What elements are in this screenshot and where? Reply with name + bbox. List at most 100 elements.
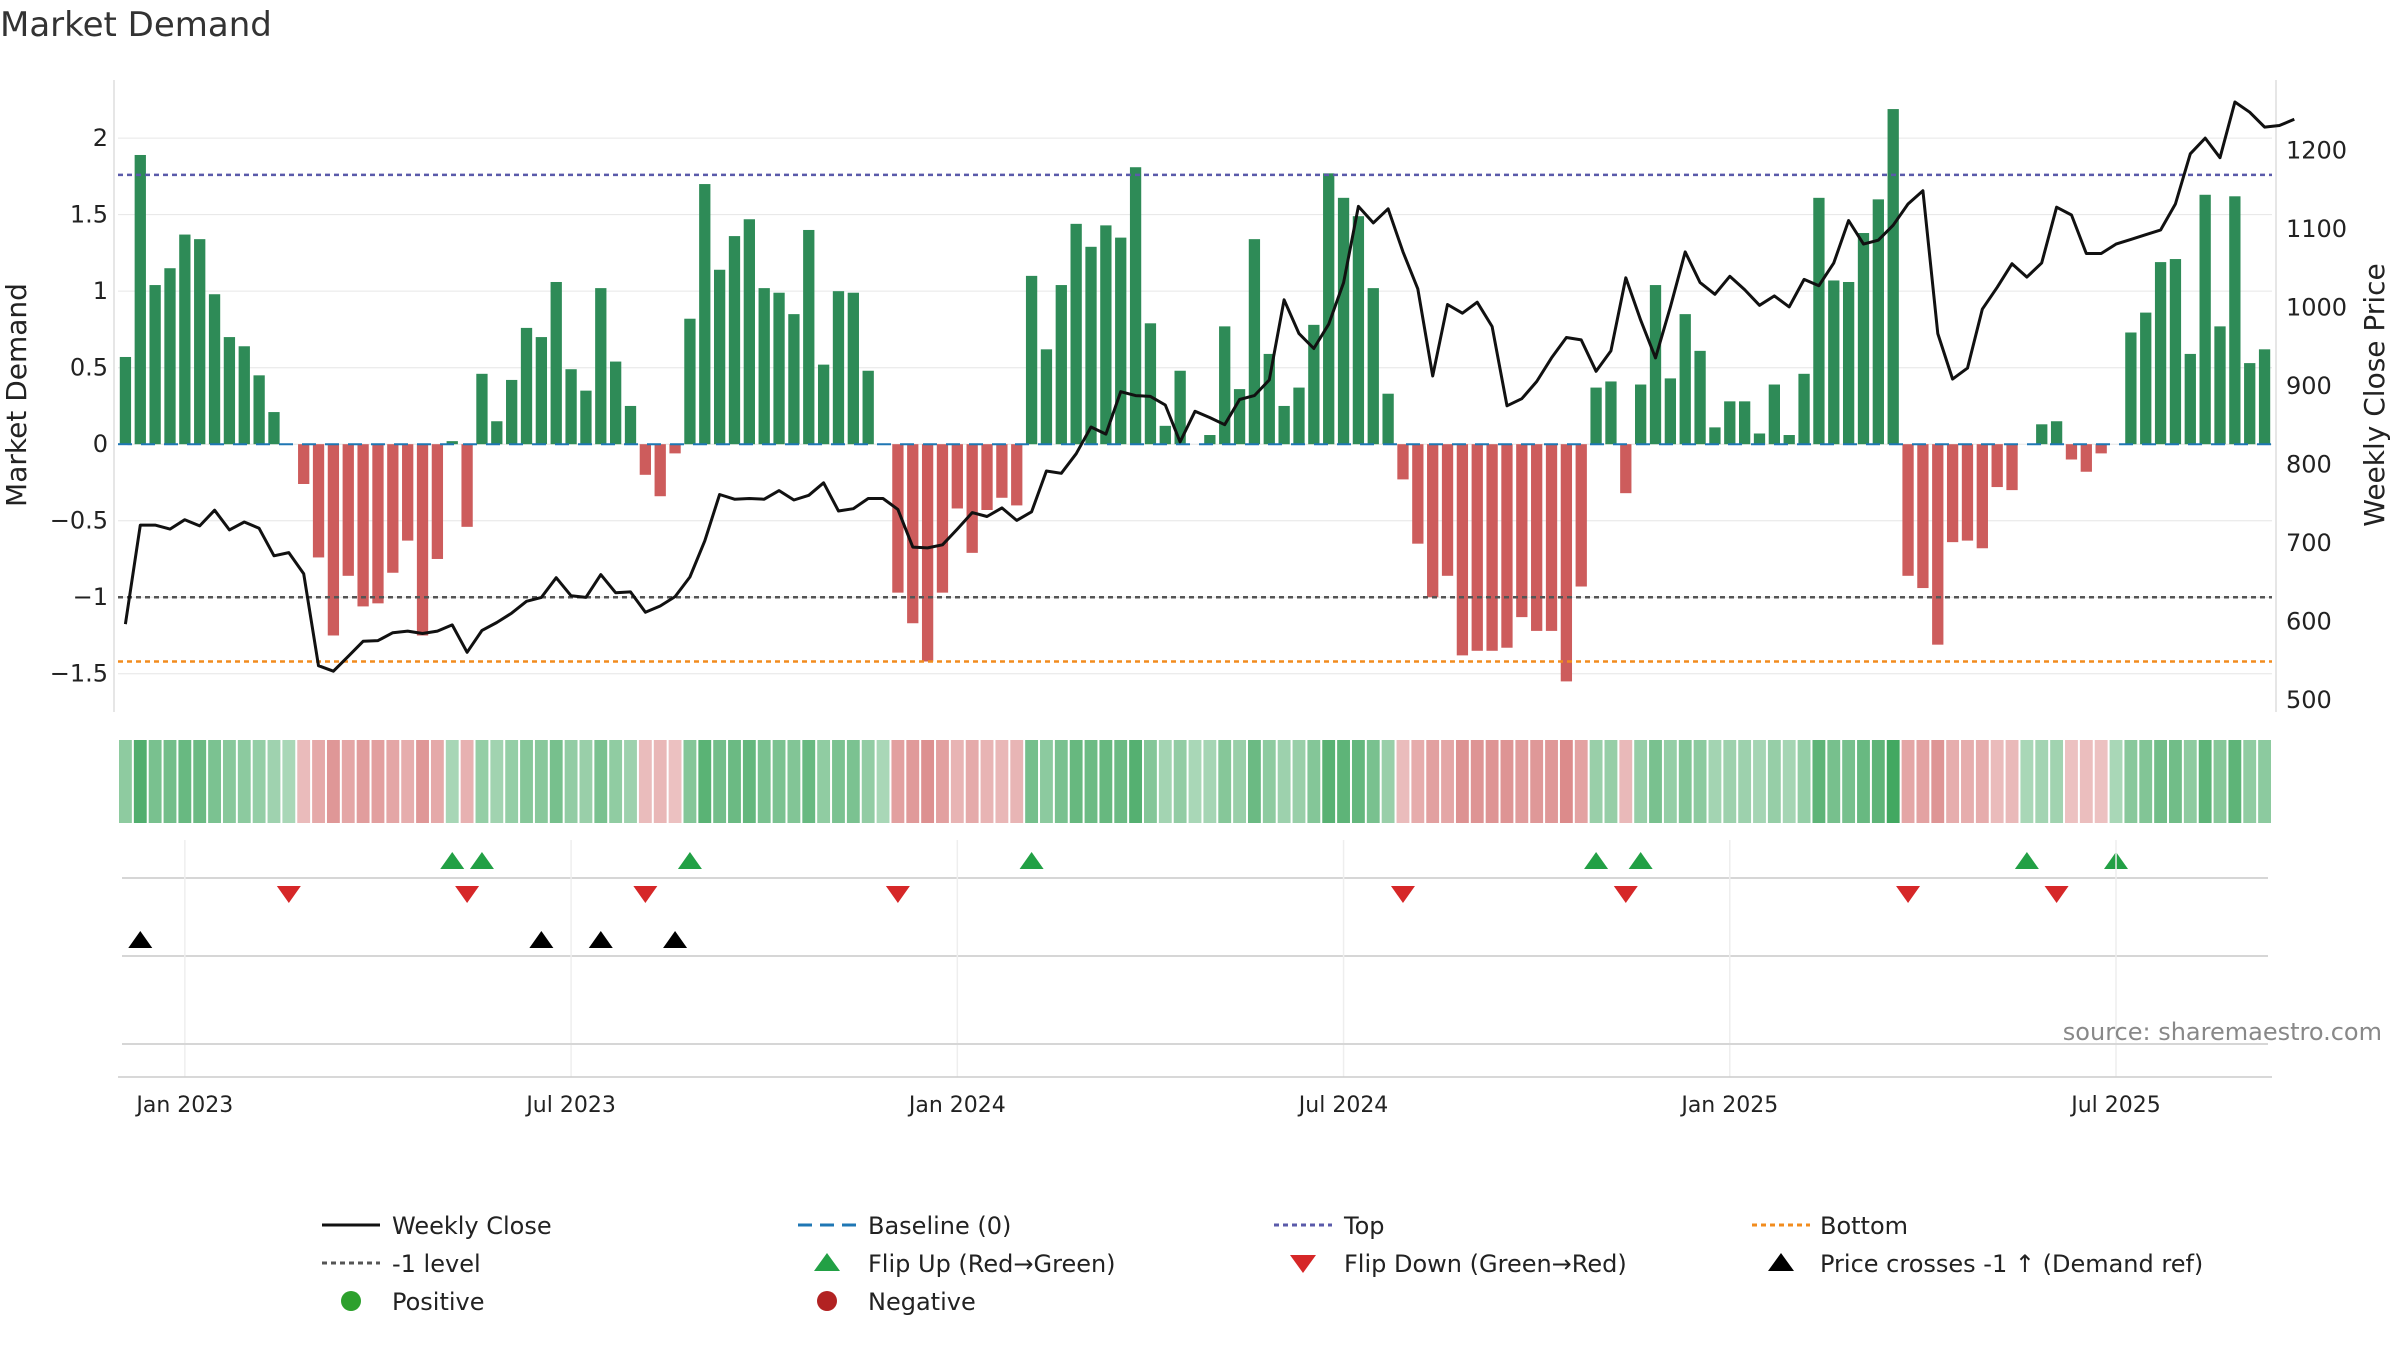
- heat-cell: [1931, 740, 1945, 823]
- negative-bar: [1560, 444, 1573, 682]
- positive-bar: [624, 405, 637, 445]
- x-tick-label: Jan 2023: [134, 1093, 233, 1118]
- heat-cell: [579, 740, 593, 823]
- negative-bar: [1902, 444, 1914, 576]
- heat-cell: [2243, 740, 2257, 823]
- heat-cell: [1233, 740, 1246, 823]
- heat-cell: [2109, 740, 2123, 823]
- chart-title: Market Demand: [0, 5, 272, 45]
- heat-cell: [1589, 740, 1603, 823]
- positive-bar: [1308, 324, 1320, 445]
- legend-minus-one: -1 level: [392, 1250, 481, 1278]
- heat-cell: [1975, 740, 1989, 823]
- positive-bar: [1753, 433, 1766, 445]
- heat-cell: [1144, 740, 1157, 823]
- positive-bar: [1219, 326, 1231, 445]
- heat-cell: [1114, 740, 1128, 823]
- positive-bar: [506, 379, 518, 445]
- positive-bar: [1813, 197, 1825, 445]
- y2-tick-label: 800: [2286, 451, 2332, 479]
- heat-cell: [297, 740, 311, 823]
- heat-cell: [950, 740, 964, 823]
- positive-bar: [476, 373, 488, 445]
- positive-bar: [535, 337, 548, 445]
- positive-bar: [1783, 435, 1795, 445]
- x-tick-label: Jul 2025: [2069, 1093, 2161, 1118]
- negative-bar: [1976, 444, 1988, 549]
- heat-cell: [2020, 740, 2034, 823]
- heat-cell: [1990, 740, 2004, 823]
- positive-bar: [1174, 370, 1186, 445]
- positive-bar: [2184, 353, 2196, 445]
- price-cross-marker: [588, 931, 613, 948]
- negative-bar: [1991, 444, 2003, 488]
- positive-bar: [803, 229, 815, 445]
- positive-bar: [1115, 237, 1127, 445]
- positive-bar: [788, 314, 800, 445]
- positive-bar: [268, 412, 280, 445]
- negative-bar: [2080, 444, 2092, 472]
- heat-cell: [148, 740, 162, 823]
- heat-cell: [2050, 740, 2064, 823]
- heat-cell: [2228, 740, 2242, 823]
- positive-bar: [520, 327, 533, 445]
- heat-cell: [995, 740, 1009, 823]
- heat-cell: [787, 740, 801, 823]
- heat-cell: [1054, 740, 1068, 823]
- price-cross-marker: [663, 931, 688, 948]
- negative-bar: [1471, 444, 1483, 651]
- heat-cell: [965, 740, 979, 823]
- heat-cell: [119, 740, 132, 823]
- negative-bar: [907, 444, 919, 624]
- negative-bar: [1917, 444, 1929, 589]
- positive-bar: [743, 219, 755, 445]
- positive-bar: [119, 356, 132, 445]
- heat-cell: [2258, 740, 2271, 823]
- heat-cell: [193, 740, 207, 823]
- heat-cell: [1426, 740, 1440, 823]
- positive-bar: [728, 236, 741, 445]
- negative-bar: [357, 444, 369, 607]
- y2-tick-label: 1000: [2286, 294, 2347, 322]
- heat-cell: [1678, 740, 1692, 823]
- positive-bar: [1724, 401, 1736, 445]
- legend-bottom: Bottom: [1820, 1212, 1908, 1240]
- negative-bar: [1531, 444, 1543, 631]
- positive-bar: [1382, 393, 1394, 445]
- positive-bar: [1070, 223, 1082, 445]
- positive-bar: [595, 288, 607, 445]
- heat-cell: [267, 740, 281, 823]
- negative-bar: [1516, 444, 1528, 618]
- positive-bar: [1709, 427, 1721, 445]
- heat-cell: [1025, 740, 1039, 823]
- positive-bar: [1857, 233, 1870, 445]
- heat-cell: [1411, 740, 1425, 823]
- flip-down-marker: [2044, 886, 2069, 903]
- heat-cell: [609, 740, 623, 823]
- positive-bar: [2244, 363, 2256, 445]
- legend-price-cross-icon: [1768, 1253, 1794, 1271]
- positive-bar: [1323, 173, 1335, 445]
- heat-cell: [861, 740, 875, 823]
- negative-bar: [327, 444, 340, 636]
- positive-bar: [1887, 109, 1899, 445]
- x-tick-label: Jul 2023: [524, 1093, 616, 1118]
- heat-cell: [371, 740, 385, 823]
- negative-bar: [996, 444, 1008, 498]
- positive-bar: [1233, 389, 1246, 445]
- y-tick-label: 0.5: [70, 354, 108, 382]
- heat-cell: [876, 740, 890, 823]
- positive-bar: [2140, 312, 2152, 445]
- heat-cell: [2198, 740, 2212, 823]
- y-tick-label: 2: [93, 124, 108, 152]
- negative-bar: [1427, 444, 1439, 598]
- positive-bar: [2125, 332, 2137, 445]
- y-axis-left: −1.5 −1 −0.5 0 0.5 1 1.5 2: [50, 124, 108, 688]
- price-cross-marker: [529, 931, 554, 948]
- positive-bar: [1664, 378, 1677, 445]
- legend-baseline: Baseline (0): [868, 1212, 1011, 1240]
- heat-cell: [460, 740, 474, 823]
- heat-cell: [1381, 740, 1395, 823]
- heat-cell: [490, 740, 504, 823]
- positive-bar: [223, 337, 236, 445]
